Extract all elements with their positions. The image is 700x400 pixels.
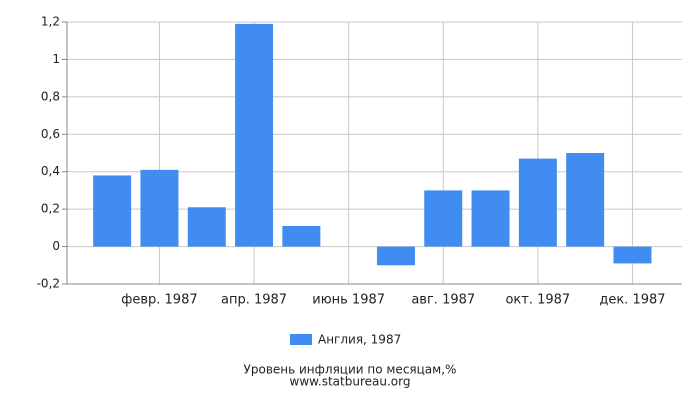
y-tick-label: 0,6 — [41, 127, 60, 141]
x-tick-label: окт. 1987 — [505, 293, 570, 308]
bar — [566, 153, 605, 247]
x-tick-label: июнь 1987 — [312, 293, 385, 308]
chart-title: Уровень инфляции по месяцам,% — [244, 363, 457, 377]
bar — [376, 246, 415, 266]
bar — [187, 207, 226, 247]
x-tick-label: апр. 1987 — [221, 293, 287, 308]
y-tick-label: -0,2 — [37, 277, 60, 291]
bar — [140, 169, 179, 247]
bar — [93, 175, 132, 247]
bar — [235, 23, 274, 247]
y-tick-label: 0,4 — [41, 164, 60, 178]
y-tick-label: 1 — [52, 52, 60, 66]
x-tick-label: февр. 1987 — [121, 293, 197, 308]
y-tick-label: 1,2 — [41, 15, 60, 29]
legend-swatch — [290, 334, 312, 345]
bar — [518, 158, 557, 247]
bar — [471, 190, 510, 247]
x-tick-label: дек. 1987 — [599, 293, 665, 308]
y-tick-label: 0 — [52, 239, 60, 253]
y-tick-label: 0,2 — [41, 202, 60, 216]
bar — [282, 225, 321, 247]
legend-label: Англия, 1987 — [318, 333, 401, 347]
bar — [424, 190, 463, 247]
bar — [613, 246, 652, 264]
x-tick-label: авг. 1987 — [411, 293, 475, 308]
source: www.statbureau.org — [290, 375, 411, 389]
y-tick-label: 0,8 — [41, 89, 60, 103]
